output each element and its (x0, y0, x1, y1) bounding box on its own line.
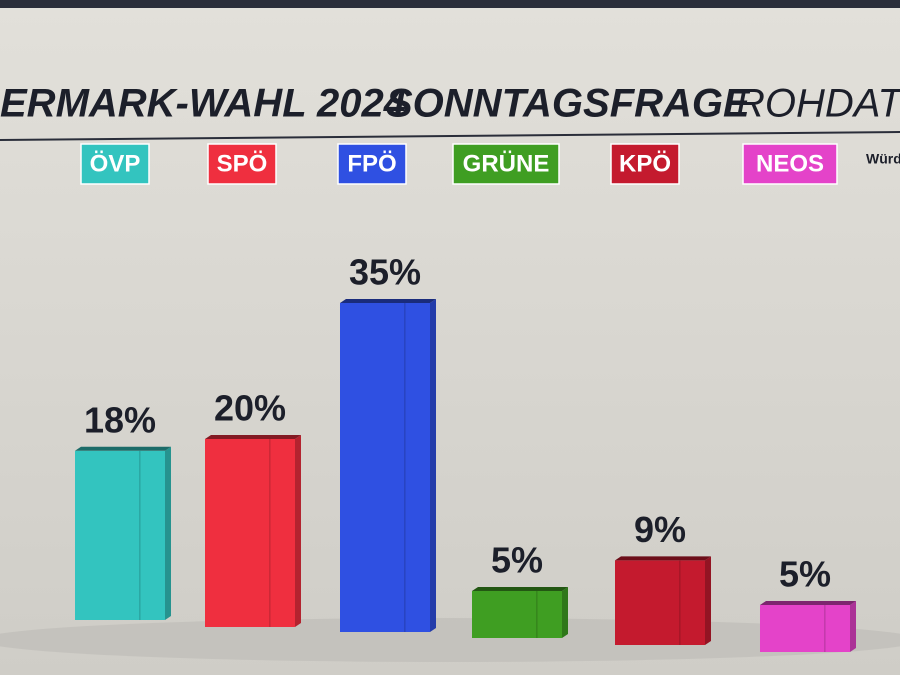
bar-top (340, 299, 436, 303)
bar (760, 605, 850, 652)
legend-box (80, 143, 150, 185)
chart-subtitle: SONNTAGSFRAGE (386, 82, 751, 126)
legend-label: SPÖ (217, 150, 268, 177)
legend-box (337, 143, 407, 185)
value-label: 5% (779, 554, 831, 595)
bar-top (615, 556, 711, 561)
bar-side (705, 556, 711, 645)
legend-label: NEOS (756, 150, 824, 177)
bar-side (430, 299, 436, 632)
value-label: 20% (214, 388, 286, 429)
bar-top (75, 446, 171, 451)
chart-subtitle-suffix: ROHDAT (736, 82, 900, 126)
screen-edge (0, 0, 900, 8)
legend-label: ÖVP (90, 150, 141, 177)
bar-side (850, 601, 856, 652)
bar (472, 591, 562, 638)
bar (340, 303, 430, 632)
bar-side (295, 435, 301, 627)
bar (615, 560, 705, 645)
legend-label: GRÜNE (463, 150, 550, 177)
bar-top (760, 601, 856, 605)
bar-side (562, 587, 568, 638)
legend-box (207, 143, 277, 185)
value-label: 18% (84, 399, 156, 440)
value-label: 35% (349, 252, 421, 293)
value-label: 9% (634, 509, 686, 550)
chart-title: ERMARK-WAHL 2024 (0, 82, 406, 126)
legend-label: FPÖ (347, 150, 396, 177)
legend-box (742, 143, 838, 185)
title-rule (0, 131, 900, 141)
value-label: 5% (491, 540, 543, 581)
bar (75, 450, 165, 620)
bar (205, 439, 295, 627)
bar-top (205, 435, 301, 439)
legend-box (452, 143, 560, 185)
legend-label: KPÖ (619, 150, 671, 177)
bar-side (165, 446, 171, 620)
bar-top (472, 587, 568, 591)
legend-box (610, 143, 680, 185)
note: Würd (866, 151, 900, 167)
